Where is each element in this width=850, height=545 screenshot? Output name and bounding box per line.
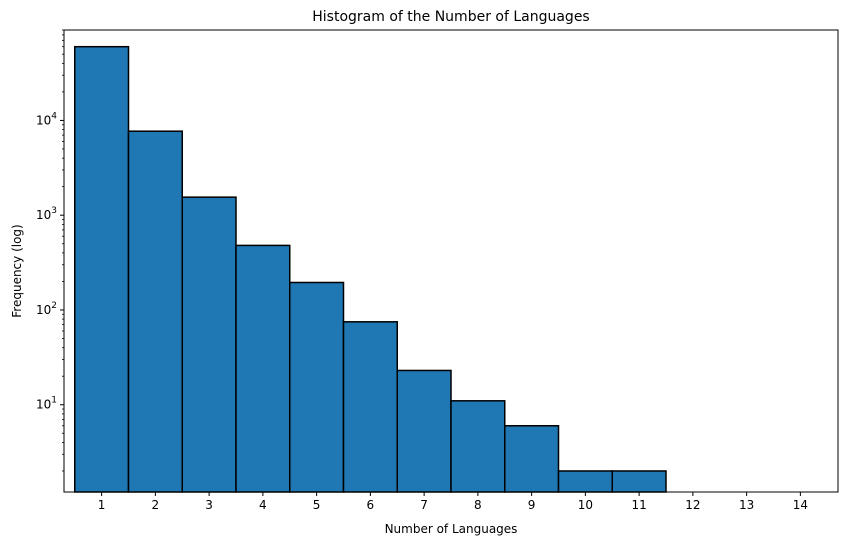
x-tick-label-11: 11 [631, 498, 646, 512]
x-tick-label-14: 14 [793, 498, 808, 512]
chart-title: Histogram of the Number of Languages [312, 9, 589, 25]
x-tick-label-2: 2 [152, 498, 160, 512]
x-tick-label-6: 6 [367, 498, 375, 512]
y-tick-label-10000: 104 [36, 111, 57, 127]
bar-2 [127, 130, 183, 493]
bar-11 [611, 470, 667, 493]
bar-6 [342, 321, 398, 493]
x-tick-label-13: 13 [739, 498, 754, 512]
x-tick-label-4: 4 [259, 498, 267, 512]
x-tick-label-10: 10 [578, 498, 593, 512]
x-tick-label-12: 12 [685, 498, 700, 512]
x-tick-label-1: 1 [98, 498, 106, 512]
x-tick-label-8: 8 [474, 498, 482, 512]
x-tick-label-3: 3 [205, 498, 213, 512]
bar-1 [74, 45, 130, 493]
bar-7 [396, 369, 452, 493]
x-tick-label-9: 9 [528, 498, 536, 512]
y-tick-label-10: 101 [36, 396, 57, 412]
x-tick-label-5: 5 [313, 498, 321, 512]
y-tick-label-1000: 103 [36, 206, 57, 222]
bar-8 [450, 400, 506, 493]
bar-4 [235, 244, 291, 493]
y-axis-label: Frequency (log) [10, 224, 24, 317]
bar-5 [289, 281, 345, 493]
x-axis-label: Number of Languages [385, 522, 518, 536]
axes-frame [63, 29, 839, 493]
bar-9 [504, 425, 560, 493]
bar-10 [557, 470, 613, 493]
y-tick-label-100: 102 [36, 301, 57, 317]
bar-3 [181, 196, 237, 493]
x-tick-label-7: 7 [420, 498, 428, 512]
